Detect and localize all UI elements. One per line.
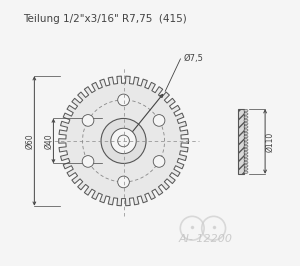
Ellipse shape [244,129,248,131]
Polygon shape [59,76,188,206]
Ellipse shape [244,135,248,138]
Text: Ø7,5: Ø7,5 [183,55,203,63]
Ellipse shape [244,142,248,144]
Ellipse shape [244,109,248,112]
Text: Ø60: Ø60 [26,133,35,149]
Ellipse shape [244,152,248,154]
Circle shape [82,156,94,167]
Text: Ø110: Ø110 [266,131,274,152]
Ellipse shape [244,132,248,135]
Bar [238,109,244,174]
Circle shape [82,115,94,126]
Text: Teilung 1/2"x3/16" R7,75  (415): Teilung 1/2"x3/16" R7,75 (415) [23,14,187,24]
Ellipse shape [244,155,248,157]
Circle shape [118,135,129,147]
Text: AI- 12200: AI- 12200 [178,234,232,244]
Ellipse shape [244,145,248,148]
Circle shape [153,115,165,126]
Ellipse shape [244,165,248,167]
Ellipse shape [244,122,248,125]
Circle shape [111,128,136,154]
Circle shape [101,118,146,163]
Ellipse shape [244,139,248,141]
Ellipse shape [244,161,248,164]
Ellipse shape [244,171,248,173]
Ellipse shape [244,113,248,115]
Ellipse shape [244,168,248,170]
Text: Ø40: Ø40 [45,133,54,149]
Ellipse shape [244,119,248,122]
Circle shape [118,94,129,106]
Circle shape [153,156,165,167]
Ellipse shape [244,158,248,160]
Ellipse shape [244,126,248,128]
Ellipse shape [244,116,248,118]
Ellipse shape [244,148,248,151]
Circle shape [118,176,129,188]
